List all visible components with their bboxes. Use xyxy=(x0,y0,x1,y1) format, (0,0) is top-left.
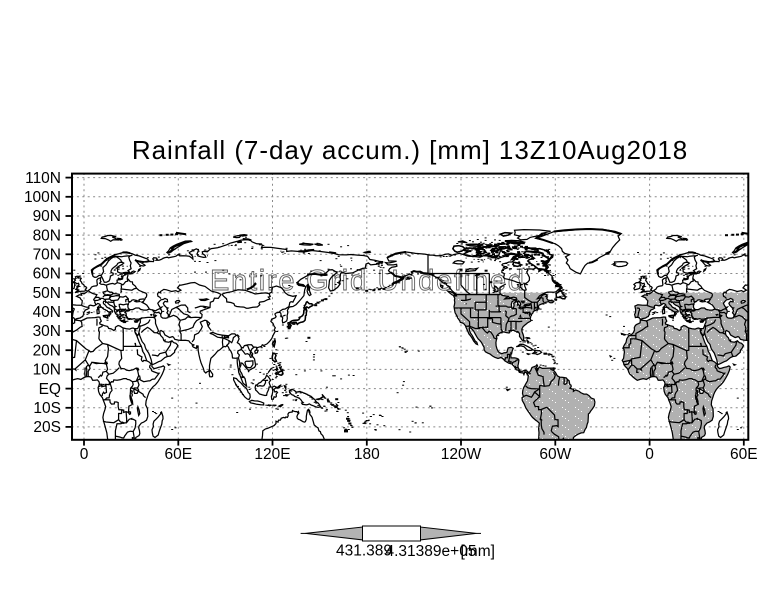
svg-text:10N: 10N xyxy=(33,362,61,379)
svg-text:90N: 90N xyxy=(33,208,61,225)
svg-text:[mm]: [mm] xyxy=(461,543,495,560)
svg-text:4.31389e+05: 4.31389e+05 xyxy=(386,543,477,560)
svg-text:20S: 20S xyxy=(33,419,61,436)
svg-text:50N: 50N xyxy=(33,285,61,302)
svg-text:70N: 70N xyxy=(33,247,61,264)
svg-text:80N: 80N xyxy=(33,227,61,244)
svg-text:Rainfall (7-day accum.) [mm] 1: Rainfall (7-day accum.) [mm] 13Z10Aug201… xyxy=(132,135,688,165)
svg-text:0: 0 xyxy=(645,446,654,463)
svg-text:60N: 60N xyxy=(33,266,61,283)
svg-text:40N: 40N xyxy=(33,304,61,321)
svg-text:0: 0 xyxy=(80,446,89,463)
svg-text:100N: 100N xyxy=(24,189,61,206)
svg-text:30N: 30N xyxy=(33,323,61,340)
svg-text:120W: 120W xyxy=(441,446,482,463)
svg-text:60E: 60E xyxy=(165,446,193,463)
svg-text:20N: 20N xyxy=(33,342,61,359)
svg-text:60E: 60E xyxy=(730,446,758,463)
svg-text:110N: 110N xyxy=(25,170,61,187)
svg-text:60W: 60W xyxy=(539,446,571,463)
svg-text:431.389: 431.389 xyxy=(336,543,392,560)
svg-text:180: 180 xyxy=(354,446,380,463)
svg-text:EQ: EQ xyxy=(39,381,61,398)
svg-text:Entire Grid Undefined: Entire Grid Undefined xyxy=(210,265,526,297)
svg-text:120E: 120E xyxy=(254,446,290,463)
svg-text:10S: 10S xyxy=(33,400,61,417)
